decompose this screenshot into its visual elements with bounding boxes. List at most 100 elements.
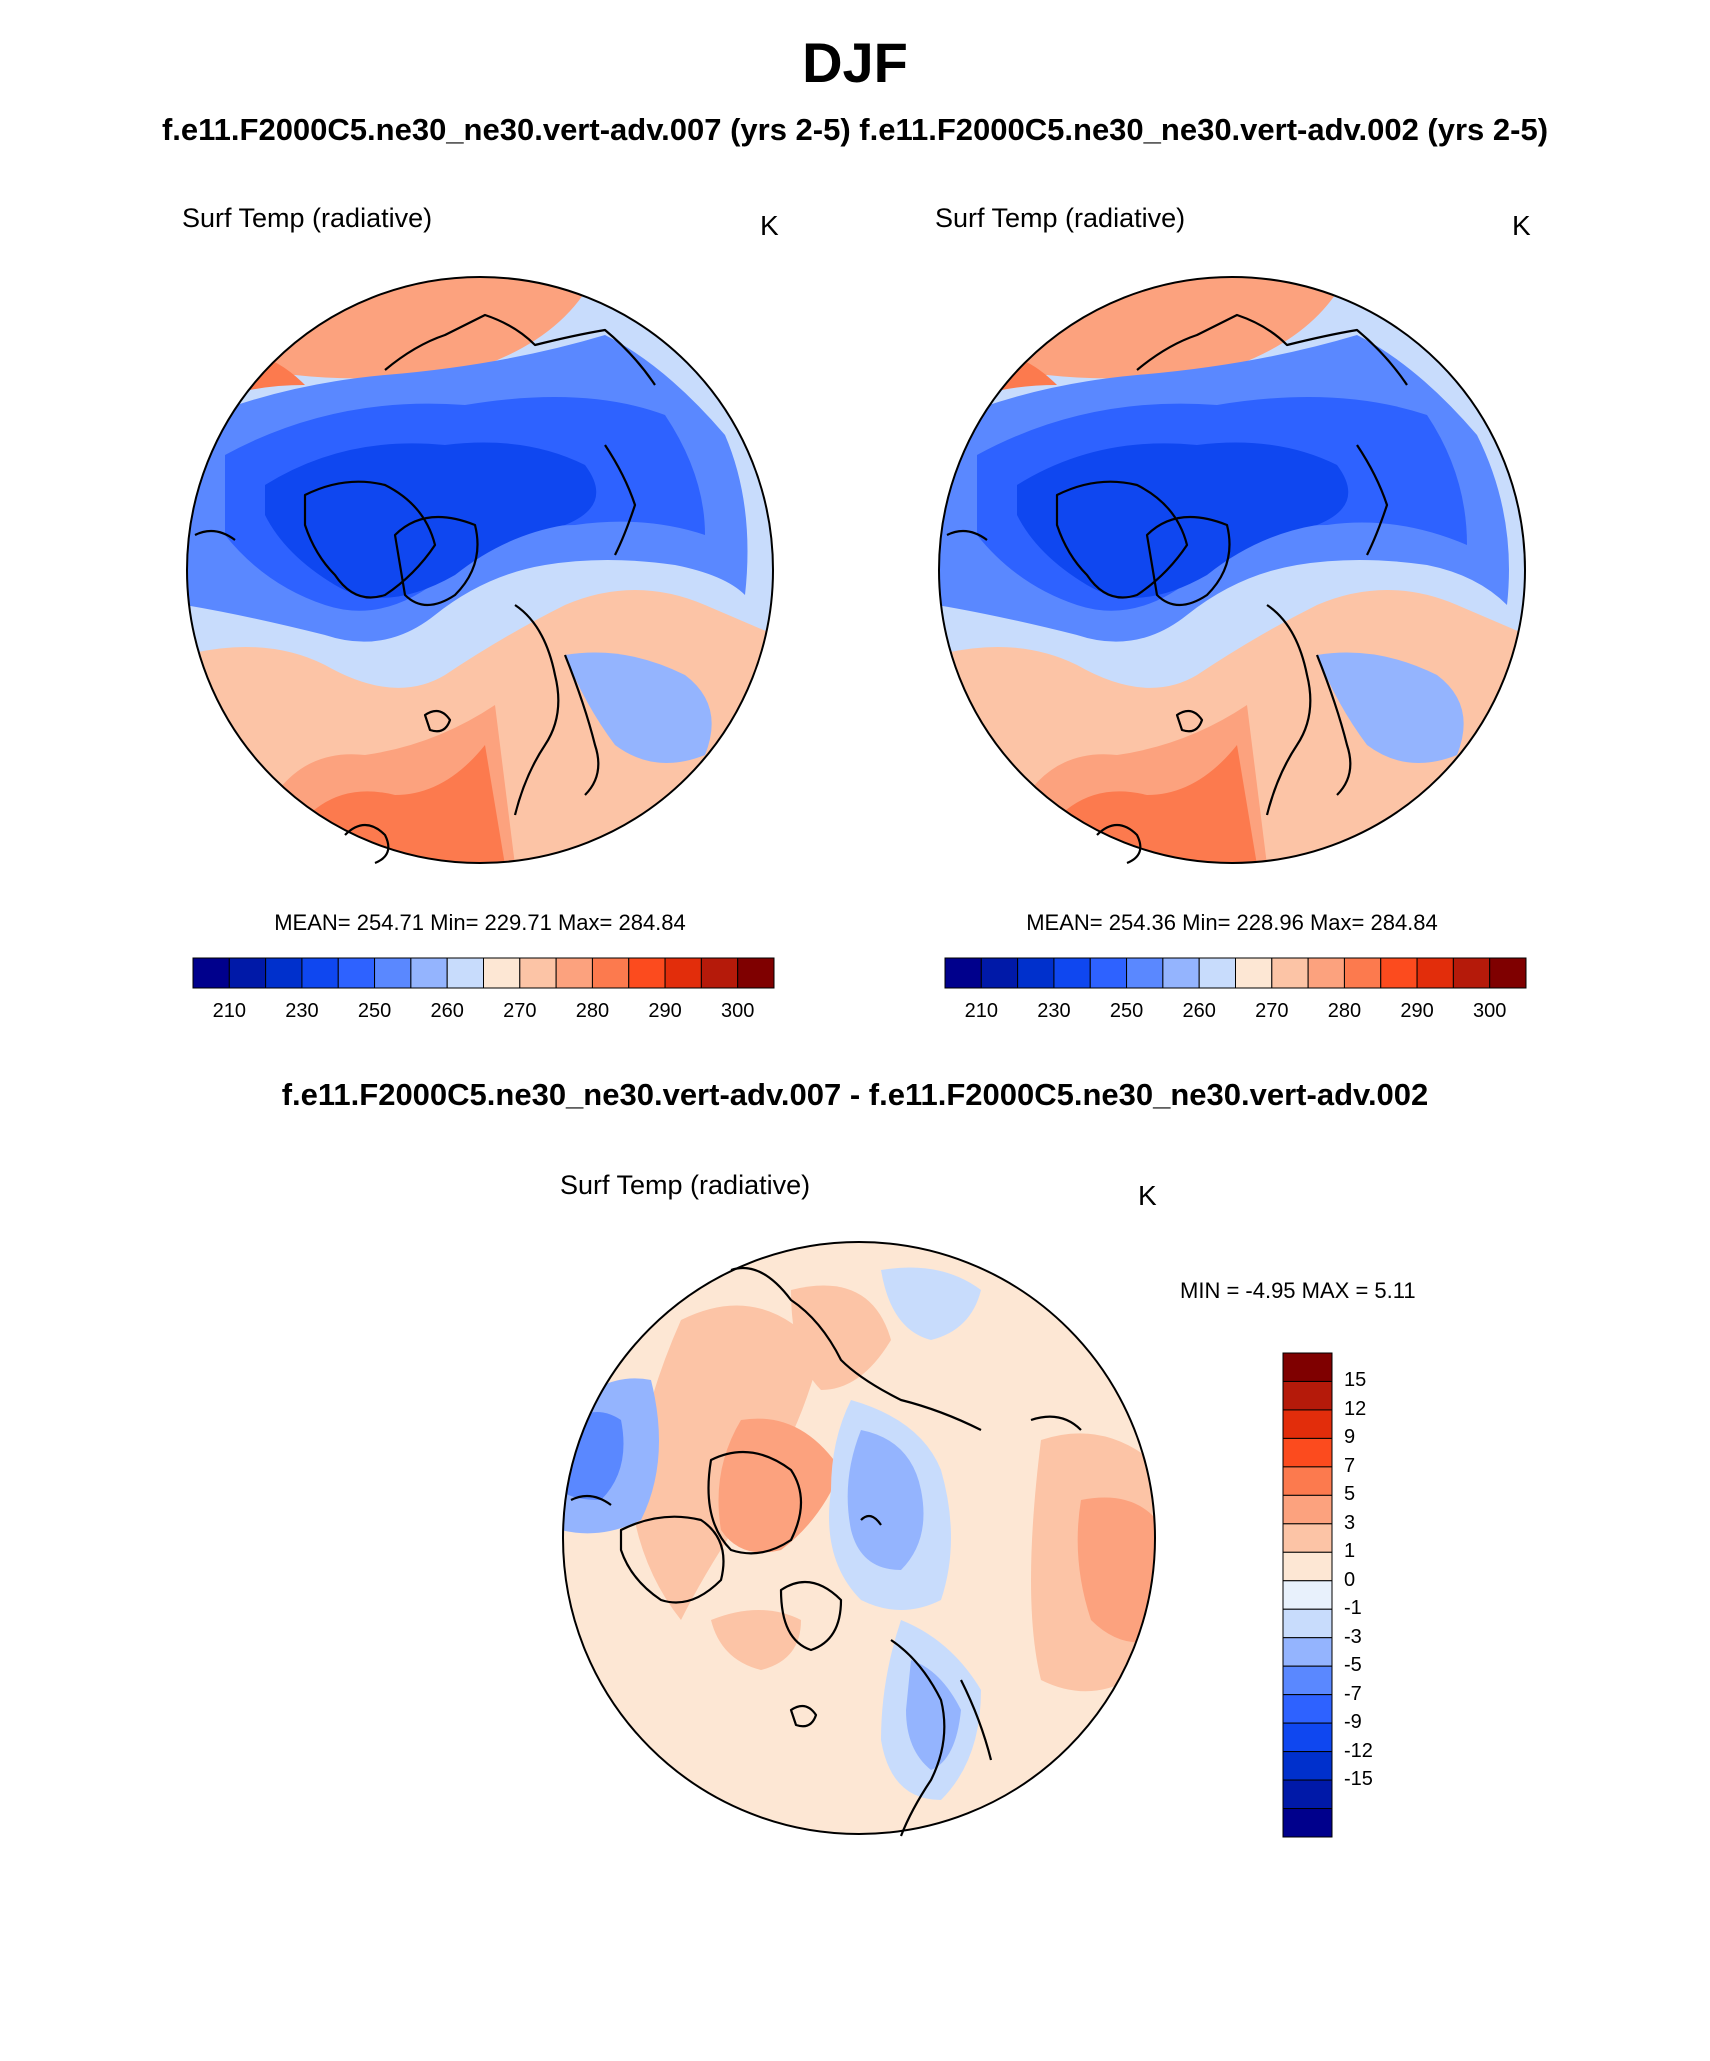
panel2-colorbar	[944, 957, 1527, 989]
panel2-colorbar-tick-label: 300	[1473, 1000, 1507, 1022]
panel1-colorbar-box	[664, 957, 702, 989]
panel1-colorbar-box	[446, 957, 484, 989]
panel1-colorbar-box	[301, 957, 339, 989]
panel2-colorbar-tick-label: 230	[1037, 1000, 1071, 1022]
panel2-colorbar-box	[1235, 957, 1273, 989]
panel1-colorbar-box	[374, 957, 412, 989]
panel2-colorbar-box	[1126, 957, 1164, 989]
panel2-colorbar-box	[944, 957, 982, 989]
panel1-colorbar-tick-label: 260	[430, 1000, 464, 1022]
panel2-colorbar-tick-label: 280	[1327, 1000, 1362, 1022]
case-names-title: f.e11.F2000C5.ne30_ne30.vert-adv.007 (yr…	[161, 112, 1549, 147]
panel1-units-label: K	[760, 210, 779, 241]
panel3-colorbar-box	[1282, 1722, 1333, 1753]
panel1-colorbar-box	[519, 957, 557, 989]
panel3-colorbar-box	[1282, 1551, 1333, 1582]
panel1-colorbar-tick-label: 270	[503, 1000, 537, 1022]
panel1-colorbar-box	[737, 957, 775, 989]
panel3-colorbar	[1282, 1352, 1333, 1838]
panel3-map-border	[562, 1241, 1156, 1835]
panel2-colorbar-box	[1162, 957, 1200, 989]
panel3-colorbar-tick-label: 1	[1344, 1540, 1356, 1563]
figure-season-title: DJF	[802, 31, 908, 94]
panel3-colorbar-tick-label: -5	[1344, 1654, 1362, 1677]
panel2-colorbar-box	[1343, 957, 1382, 989]
panel2-variable-title: Surf Temp (radiative)	[935, 203, 1186, 233]
panel2-map-border	[938, 276, 1526, 864]
panel3-colorbar-box	[1282, 1523, 1333, 1553]
panel3-variable-title: Surf Temp (radiative)	[560, 1170, 811, 1200]
panel3-colorbar-tick-label: -12	[1344, 1739, 1373, 1762]
panel3-colorbar-box	[1282, 1608, 1333, 1639]
panel1-colorbar-tick-label: 250	[357, 1000, 392, 1022]
panel2-colorbar-box	[1198, 957, 1236, 989]
panel3-colorbar-box	[1282, 1580, 1333, 1610]
panel2-colorbar-tick-label: 260	[1182, 1000, 1216, 1022]
panel3-statistics: MIN = -4.95 MAX = 5.11	[1180, 1278, 1416, 1303]
panel1-colorbar-box	[483, 957, 521, 989]
panel1-variable-title: Surf Temp (radiative)	[182, 203, 433, 233]
panel3-units-label: K	[1138, 1180, 1157, 1211]
panel1-colorbar-box	[591, 957, 630, 989]
panel3-colorbar-box	[1282, 1466, 1333, 1496]
panel3-colorbar-box	[1282, 1409, 1333, 1439]
panel3-colorbar-box	[1282, 1694, 1333, 1724]
panel3-colorbar-tick-label: -9	[1344, 1711, 1362, 1734]
panel3-colorbar-tick-label: -3	[1344, 1625, 1362, 1648]
panel1-colorbar-tick-label: 230	[285, 1000, 319, 1022]
panel3-colorbar-box	[1282, 1808, 1333, 1838]
panel2-polar-map	[938, 276, 1526, 865]
panel2-colorbar-box	[1416, 957, 1454, 989]
panel1-colorbar-tick-label: 280	[575, 1000, 610, 1022]
panel3-colorbar-box	[1282, 1352, 1333, 1382]
panel2-colorbar-box	[1017, 957, 1055, 989]
panel2-colorbar-box	[1089, 957, 1128, 989]
panel1-colorbar-ticks: 210 230 250 260 270 280 290 300	[193, 1000, 774, 1026]
panel1-colorbar-tick-label: 300	[721, 1000, 755, 1022]
difference-title: f.e11.F2000C5.ne30_ne30.vert-adv.007 - f…	[281, 1077, 1429, 1112]
panel3-polar-map	[562, 1241, 1156, 1837]
panel3-colorbar-tick-label: -1	[1344, 1597, 1362, 1620]
panel1-statistics: MEAN= 254.71 Min= 229.71 Max= 284.84	[274, 910, 686, 935]
panel2-colorbar-box	[1307, 957, 1345, 989]
panel1-colorbar-box	[265, 957, 303, 989]
panel1-colorbar-box	[628, 957, 666, 989]
panel3-colorbar-box	[1282, 1665, 1333, 1696]
panel1-colorbar-box	[228, 957, 267, 989]
panel2-colorbar-box	[1053, 957, 1091, 989]
panel2-colorbar-box	[1380, 957, 1418, 989]
panel2-colorbar-tick-label: 290	[1400, 1000, 1434, 1022]
panel3-colorbar-tick-label: 7	[1344, 1454, 1356, 1477]
panel1-colorbar-box	[410, 957, 448, 989]
panel1-colorbar	[192, 957, 775, 989]
panel3-colorbar-tick-label: 5	[1344, 1483, 1356, 1506]
panel3-colorbar-tick-label: -15	[1344, 1768, 1373, 1791]
panel3-colorbar-box	[1282, 1494, 1333, 1525]
panel2-colorbar-box	[1452, 957, 1491, 989]
panel3-colorbar-ticks: 15 12 9 7 5 3 1 0 -1 -3 -5 -7 -9 -12 -15	[1344, 1353, 1404, 1837]
panel1-colorbar-box	[555, 957, 593, 989]
panel2-colorbar-box	[1489, 957, 1527, 989]
panel3-colorbar-box	[1282, 1779, 1333, 1810]
panel3-colorbar-tick-label: 15	[1344, 1369, 1367, 1392]
panel1-polar-map	[186, 276, 774, 865]
panel3-colorbar-tick-label: 9	[1344, 1426, 1356, 1449]
panel3-colorbar-tick-label: 12	[1344, 1397, 1367, 1420]
panel2-colorbar-box	[980, 957, 1019, 989]
panel2-units-label: K	[1512, 210, 1531, 241]
panel1-colorbar-tick-label: 210	[212, 1000, 246, 1022]
panel3-colorbar-box	[1282, 1751, 1333, 1781]
panel2-colorbar-box	[1271, 957, 1309, 989]
panel1-map-border	[186, 276, 774, 864]
panel3-colorbar-tick-label: -7	[1344, 1682, 1362, 1705]
panel2-colorbar-tick-label: 270	[1255, 1000, 1289, 1022]
panel2-colorbar-ticks: 210 230 250 260 270 280 290 300	[945, 1000, 1526, 1026]
panel3-colorbar-box	[1282, 1380, 1333, 1411]
panel2-colorbar-tick-label: 250	[1109, 1000, 1144, 1022]
panel3-colorbar-tick-label: 0	[1344, 1568, 1356, 1591]
panel1-colorbar-box	[192, 957, 230, 989]
panel2-statistics: MEAN= 254.36 Min= 228.96 Max= 284.84	[1026, 910, 1438, 935]
panel3-colorbar-box	[1282, 1437, 1333, 1468]
panel1-colorbar-box	[700, 957, 739, 989]
panel3-colorbar-tick-label: 3	[1344, 1511, 1356, 1534]
